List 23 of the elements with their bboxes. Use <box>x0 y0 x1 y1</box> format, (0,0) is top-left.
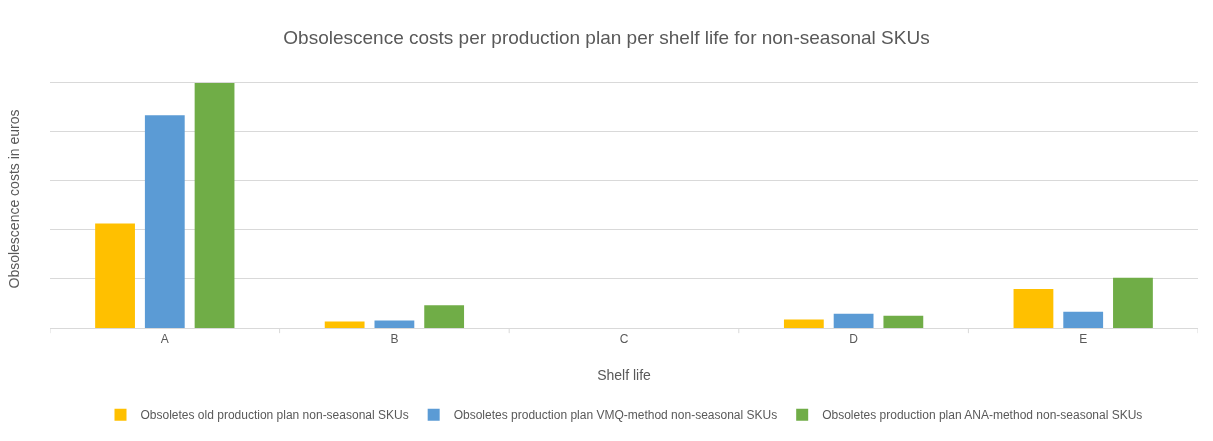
x-tick-label: E <box>1079 332 1088 347</box>
x-axis-title: Shelf life <box>597 367 652 383</box>
legend-label: Obsoletes production plan VMQ-method non-seasonal SKUs <box>453 408 778 423</box>
bar <box>883 315 924 328</box>
bar <box>374 320 415 328</box>
bar <box>95 223 135 328</box>
bar <box>1013 289 1054 328</box>
legend-label: Obsoletes production plan ANA-method non-seasonal SKUs <box>822 408 1143 423</box>
bar <box>1063 311 1104 328</box>
chart-title: Obsolescence costs per production plan per shelf life for non-seasonal SKUs <box>283 27 930 49</box>
bar <box>1113 277 1153 328</box>
bar <box>144 115 185 328</box>
y-axis-title: Obsolescence costs in euros <box>6 109 22 289</box>
bar <box>194 82 235 328</box>
legend-label: Obsoletes old production plan non-seasonal SKUs <box>140 408 409 423</box>
bar <box>783 319 824 328</box>
bar <box>424 305 465 328</box>
bar <box>324 321 365 328</box>
x-tick-label: A <box>160 332 169 347</box>
x-tick-label: B <box>390 332 399 347</box>
bar <box>833 313 874 328</box>
x-tick-label: D <box>849 332 859 347</box>
x-tick-label: C <box>619 332 629 347</box>
